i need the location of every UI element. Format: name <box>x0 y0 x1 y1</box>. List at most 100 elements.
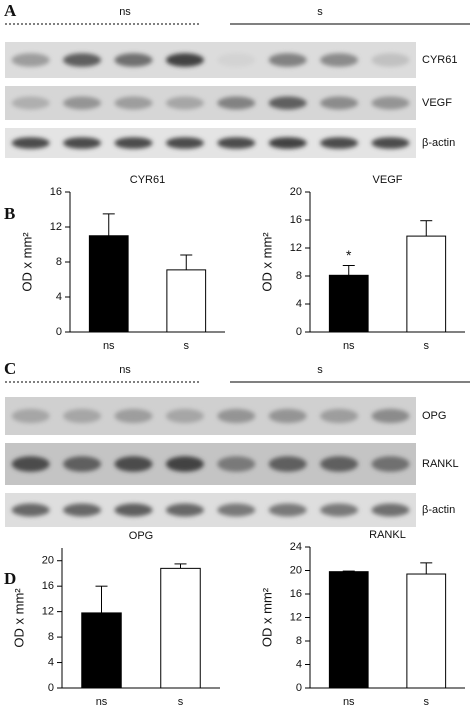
y-tick-label: 4 <box>296 298 302 310</box>
lane-label: VEGF <box>422 97 452 109</box>
blot-band <box>268 53 307 67</box>
blot-band <box>268 96 307 110</box>
blot-band <box>217 137 256 149</box>
x-tick-label: ns <box>103 340 115 352</box>
y-tick-label: 20 <box>42 555 54 567</box>
lane-label: CYR61 <box>422 54 457 66</box>
blot-band <box>268 456 307 472</box>
y-tick-label: 16 <box>50 186 62 198</box>
error-bar <box>180 254 193 270</box>
y-axis-label: OD x mm² <box>259 587 274 647</box>
bar <box>406 573 447 689</box>
y-tick-label: 4 <box>48 656 54 668</box>
blot-band <box>63 53 102 67</box>
blot-band <box>320 96 359 110</box>
blot-band <box>63 456 102 472</box>
x-tick-label: s <box>184 340 190 352</box>
y-tick-label: 8 <box>296 270 302 282</box>
y-tick-label: 12 <box>42 606 54 618</box>
blot-band <box>371 456 410 472</box>
blot-band <box>371 503 410 517</box>
chart-title: VEGF <box>373 174 403 186</box>
bar <box>406 235 447 333</box>
blot-band <box>268 503 307 517</box>
bar <box>88 235 129 333</box>
blot-bands <box>11 53 410 67</box>
y-tick-label: 12 <box>290 242 302 254</box>
x-tick-label: s <box>178 696 184 706</box>
blot-band <box>63 96 102 110</box>
blot-band <box>217 96 256 110</box>
y-tick-label: 20 <box>290 564 302 576</box>
group-label: ns <box>119 6 131 18</box>
x-tick-label: ns <box>96 696 108 706</box>
error-bar <box>102 213 115 236</box>
group-label: ns <box>119 364 131 376</box>
blot-band <box>371 137 410 149</box>
blot-band <box>165 503 204 517</box>
blot-band <box>165 408 204 424</box>
y-tick-label: 24 <box>290 541 302 553</box>
y-axis-label: OD x mm² <box>19 232 34 292</box>
blot-band <box>114 503 153 517</box>
y-tick-label: 0 <box>48 682 54 694</box>
blot-band <box>11 137 50 149</box>
blot-bands <box>11 96 410 110</box>
blot-band <box>114 53 153 67</box>
blot-band <box>320 456 359 472</box>
error-bar <box>342 570 355 572</box>
y-axis-label: OD x mm² <box>11 588 26 648</box>
blot-band <box>371 53 410 67</box>
blot-band <box>320 503 359 517</box>
panel-label: A <box>4 1 17 20</box>
blot-band <box>165 137 204 149</box>
x-tick-label: s <box>424 696 430 706</box>
y-tick-label: 0 <box>56 326 62 338</box>
blot-bands <box>11 503 410 517</box>
bar <box>166 269 207 333</box>
y-tick-label: 16 <box>42 580 54 592</box>
blot-band <box>11 408 50 424</box>
panel-label: C <box>4 359 16 378</box>
error-bar <box>420 562 433 575</box>
y-tick-label: 16 <box>290 588 302 600</box>
blot-band <box>114 96 153 110</box>
lane-label: RANKL <box>422 458 459 470</box>
blot-band <box>268 408 307 424</box>
error-bar <box>342 265 355 276</box>
bar <box>160 567 201 689</box>
blot-band <box>320 137 359 149</box>
y-tick-label: 16 <box>290 214 302 226</box>
blot-band <box>217 456 256 472</box>
bar <box>328 274 369 333</box>
x-tick-label: s <box>424 340 430 352</box>
blot-band <box>320 408 359 424</box>
blot-band <box>114 456 153 472</box>
panel-label: B <box>4 204 15 223</box>
y-tick-label: 8 <box>296 635 302 647</box>
blot-band <box>217 503 256 517</box>
blot-band <box>165 96 204 110</box>
y-tick-label: 12 <box>50 221 62 233</box>
blot-band <box>11 53 50 67</box>
y-tick-label: 4 <box>56 291 62 303</box>
x-tick-label: ns <box>343 340 355 352</box>
blot-bands <box>11 408 410 424</box>
y-tick-label: 8 <box>48 631 54 643</box>
lane-label: OPG <box>422 410 446 422</box>
annotation: * <box>346 247 352 263</box>
lane-label: β-actin <box>422 504 455 516</box>
blot-band <box>63 137 102 149</box>
lane-label: β-actin <box>422 137 455 149</box>
blot-band <box>165 53 204 67</box>
chart-title: OPG <box>129 530 153 542</box>
y-tick-label: 0 <box>296 326 302 338</box>
blot-bands <box>11 456 410 472</box>
blot-band <box>320 53 359 67</box>
blot-bands <box>11 137 410 149</box>
blot-band <box>268 137 307 149</box>
chart-title: RANKL <box>369 529 406 541</box>
group-label: s <box>317 364 323 376</box>
bar <box>328 571 369 689</box>
